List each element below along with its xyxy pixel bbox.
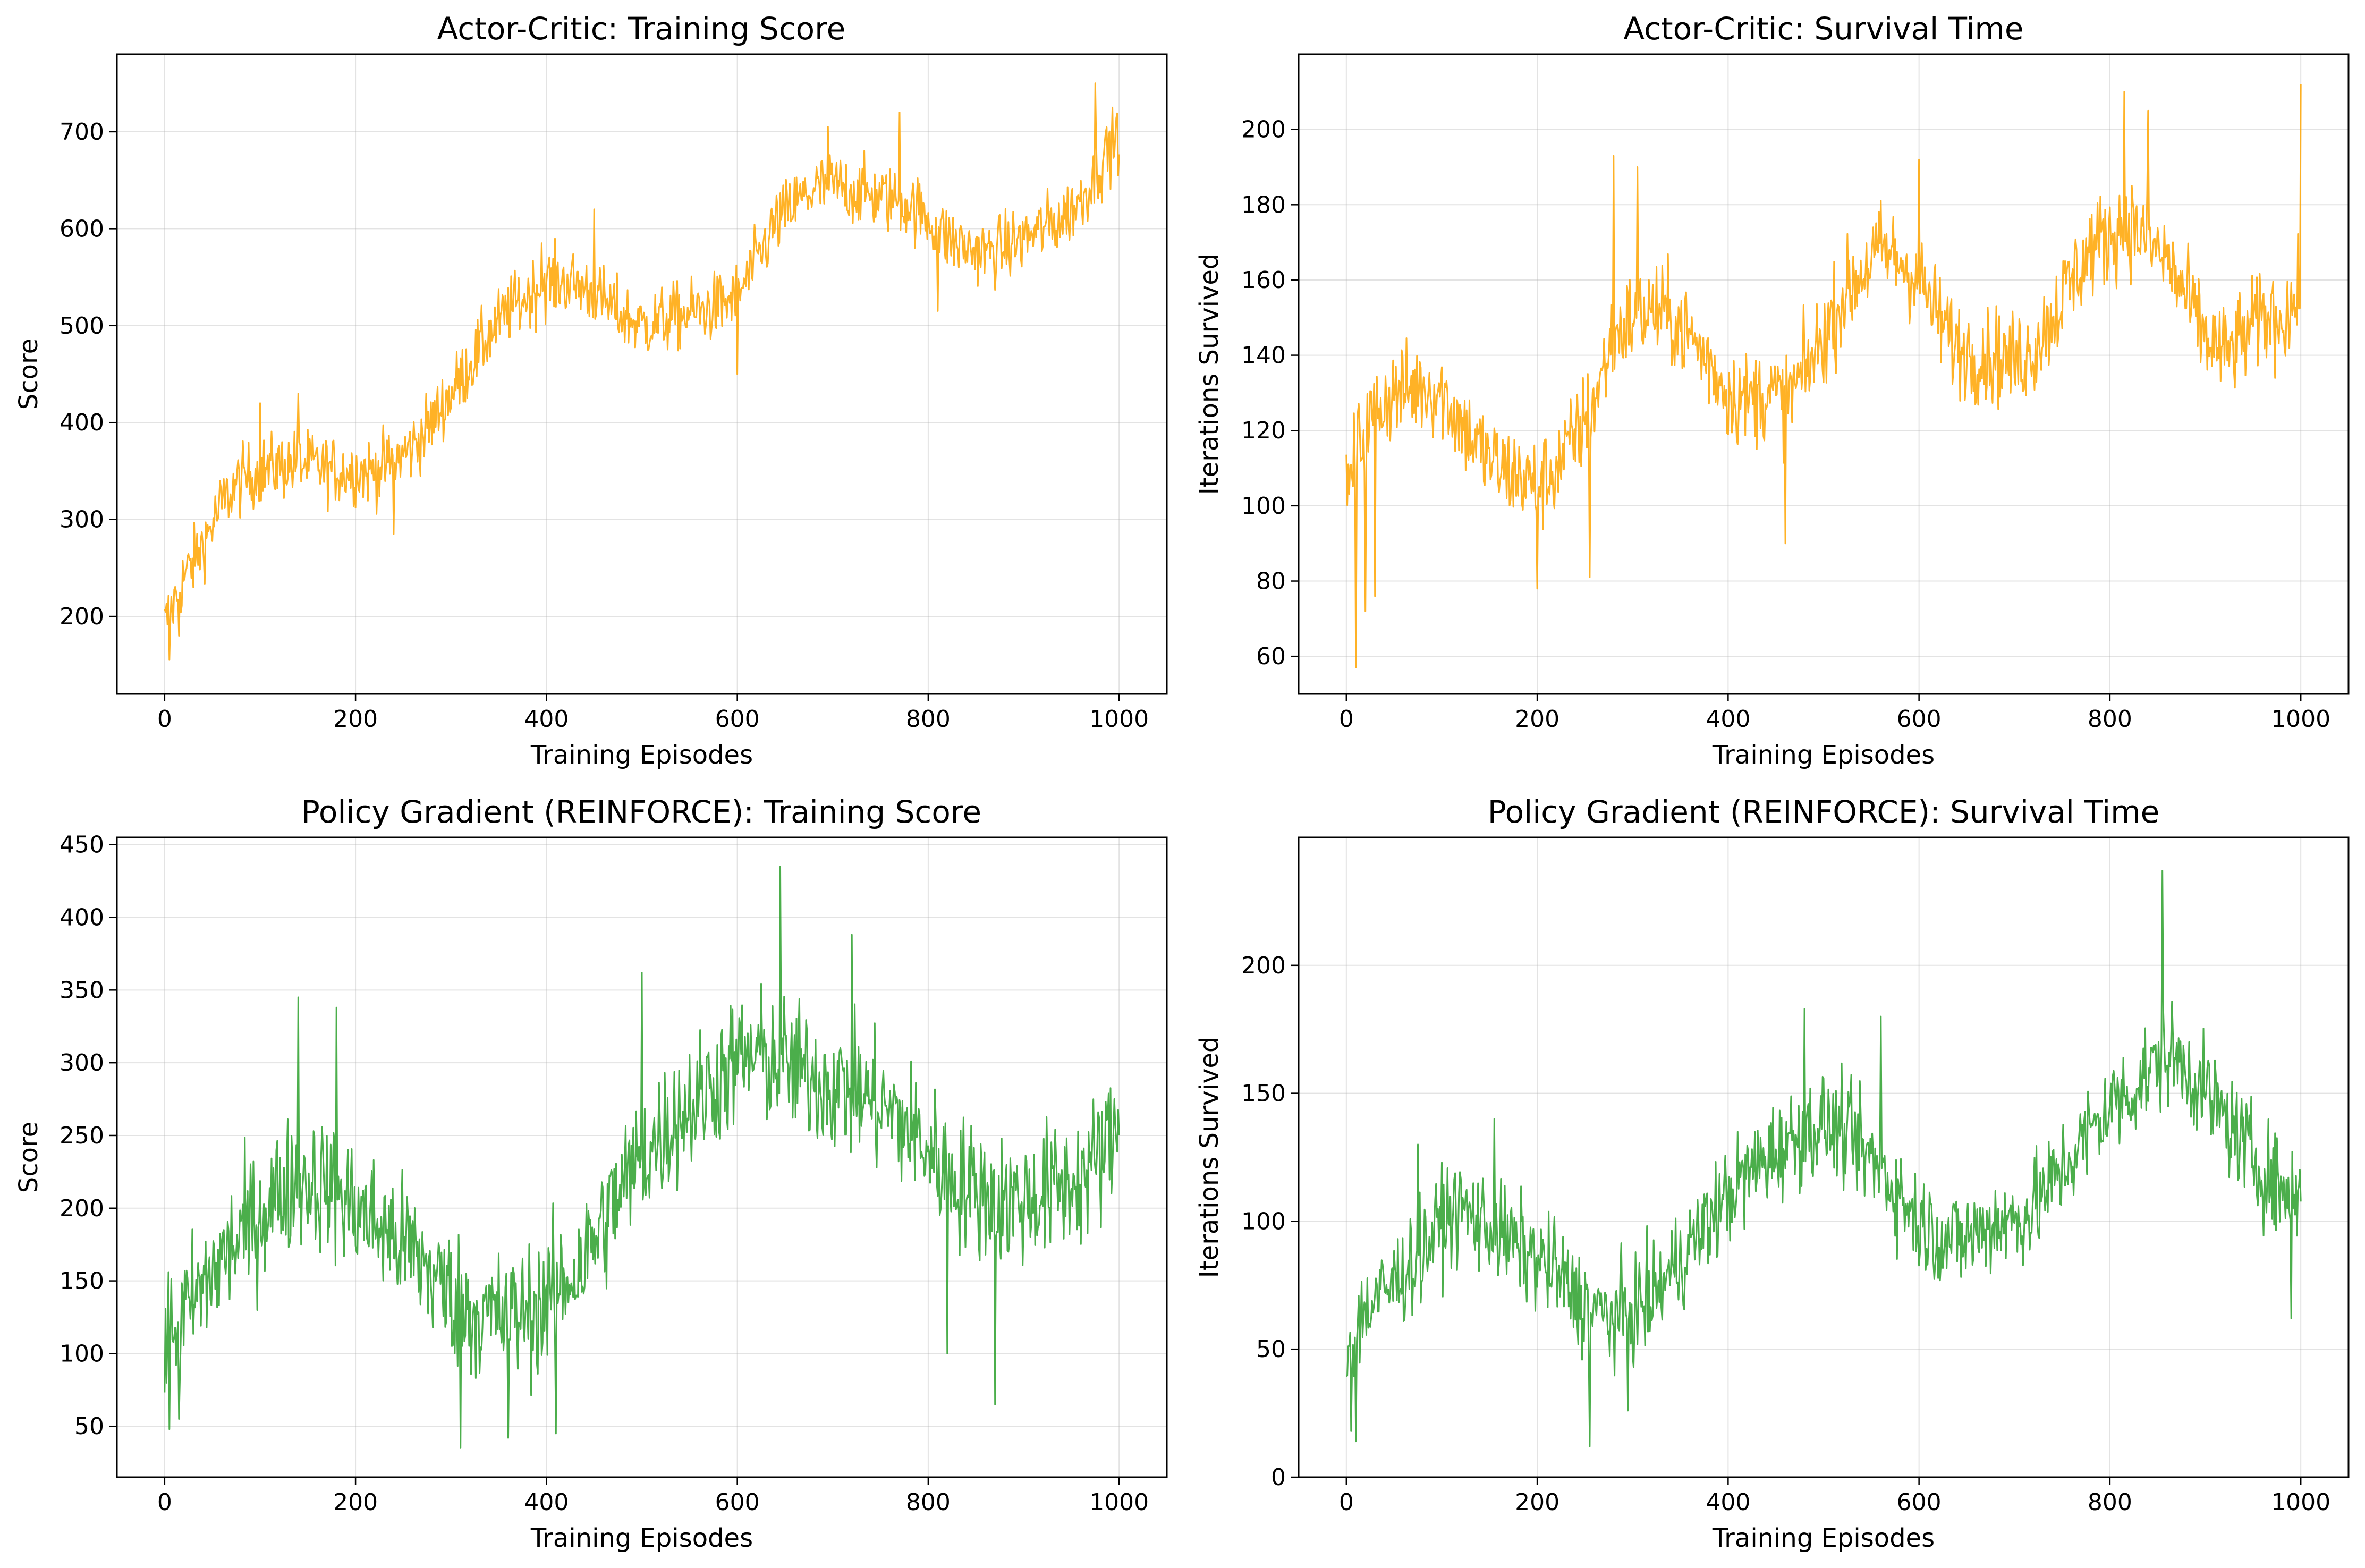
x-tick-label: 1000 bbox=[1089, 1489, 1149, 1516]
x-tick-label: 200 bbox=[1515, 706, 1559, 733]
y-tick-label: 200 bbox=[60, 1195, 104, 1222]
x-axis-label: Training Episodes bbox=[530, 1523, 753, 1553]
chart-title: Policy Gradient (REINFORCE): Training Sc… bbox=[301, 794, 981, 830]
chart-title: Actor-Critic: Training Score bbox=[437, 11, 846, 47]
series-line bbox=[1345, 870, 2302, 1447]
ticks: 0 200 400 600 800 1000 0 50 100 150 200 bbox=[1241, 952, 2330, 1516]
x-tick-label: 200 bbox=[333, 1489, 378, 1516]
y-tick-label: 60 bbox=[1256, 643, 1286, 670]
axes-frame bbox=[116, 53, 1168, 695]
y-axis-label: Iterations Survived bbox=[1194, 1037, 1224, 1278]
panel-actor-critic-survival: Actor-Critic: Survival Time 0 200 400 600 80… bbox=[1194, 11, 2350, 770]
y-tick-label: 400 bbox=[60, 904, 104, 931]
series-line-layer bbox=[1345, 870, 2302, 1447]
x-tick-label: 0 bbox=[1339, 706, 1354, 733]
panel-reinforce-survival: Policy Gradient (REINFORCE): Survival Ti… bbox=[1194, 794, 2350, 1553]
ticks: 0 200 400 600 800 1000 200 300 400 500 600 700 bbox=[60, 118, 1149, 733]
axes-frame bbox=[1298, 836, 2350, 1478]
y-tick-label: 200 bbox=[1241, 952, 1286, 979]
y-tick-label: 200 bbox=[60, 603, 104, 630]
x-tick-label: 800 bbox=[906, 1489, 951, 1516]
y-tick-label: 100 bbox=[1241, 1208, 1286, 1235]
x-tick-label: 800 bbox=[2088, 1489, 2132, 1516]
y-tick-label: 450 bbox=[60, 832, 104, 859]
grid bbox=[1299, 837, 2349, 1478]
y-tick-label: 0 bbox=[1271, 1464, 1286, 1491]
x-tick-label: 0 bbox=[1339, 1489, 1354, 1516]
y-tick-label: 160 bbox=[1241, 267, 1286, 294]
grid bbox=[1299, 54, 2349, 694]
y-tick-label: 140 bbox=[1241, 342, 1286, 369]
y-tick-label: 200 bbox=[1241, 116, 1286, 143]
y-tick-label: 700 bbox=[60, 118, 104, 146]
y-tick-label: 50 bbox=[74, 1413, 104, 1440]
x-tick-label: 800 bbox=[906, 706, 951, 733]
ticks: 0 200 400 600 800 1000 60 80 100 120 140 160 180 200 bbox=[1241, 116, 2330, 733]
x-axis-label: Training Episodes bbox=[530, 740, 753, 770]
series-line bbox=[164, 82, 1120, 661]
x-tick-label: 0 bbox=[157, 706, 172, 733]
y-tick-label: 100 bbox=[60, 1340, 104, 1367]
y-tick-label: 150 bbox=[60, 1268, 104, 1295]
y-tick-label: 250 bbox=[60, 1122, 104, 1149]
series-line bbox=[164, 866, 1120, 1449]
series-line-layer bbox=[164, 82, 1120, 661]
chart-title: Actor-Critic: Survival Time bbox=[1623, 11, 2023, 47]
x-tick-label: 200 bbox=[1515, 1489, 1559, 1516]
y-tick-label: 400 bbox=[60, 409, 104, 436]
y-axis-label: Score bbox=[14, 338, 44, 410]
y-axis-label: Iterations Survived bbox=[1194, 253, 1224, 495]
x-tick-label: 1000 bbox=[1089, 706, 1149, 733]
x-tick-label: 0 bbox=[157, 1489, 172, 1516]
axes-frame bbox=[1298, 53, 2350, 695]
y-tick-label: 600 bbox=[60, 215, 104, 242]
axes-frame bbox=[116, 836, 1168, 1478]
grid bbox=[117, 54, 1167, 694]
series-line-layer bbox=[1345, 84, 2302, 668]
x-tick-label: 600 bbox=[715, 706, 760, 733]
y-tick-label: 50 bbox=[1256, 1336, 1286, 1363]
x-tick-label: 1000 bbox=[2271, 1489, 2330, 1516]
panel-actor-critic-score: Actor-Critic: Training Score 0 200 400 600 8… bbox=[14, 11, 1168, 770]
x-tick-label: 600 bbox=[1897, 706, 1942, 733]
y-tick-label: 150 bbox=[1241, 1080, 1286, 1107]
x-tick-label: 600 bbox=[1897, 1489, 1942, 1516]
x-tick-label: 200 bbox=[333, 706, 378, 733]
y-tick-label: 180 bbox=[1241, 191, 1286, 218]
x-tick-label: 400 bbox=[524, 706, 569, 733]
x-tick-label: 1000 bbox=[2271, 706, 2330, 733]
x-tick-label: 400 bbox=[1706, 1489, 1750, 1516]
x-tick-label: 400 bbox=[1706, 706, 1750, 733]
series-line bbox=[1345, 84, 2302, 668]
y-tick-label: 300 bbox=[60, 506, 104, 533]
y-tick-label: 350 bbox=[60, 977, 104, 1004]
y-tick-label: 100 bbox=[1241, 493, 1286, 520]
ticks: 0 200 400 600 800 1000 50 100 150 200 250 300 350 400… bbox=[60, 832, 1149, 1516]
series-line-layer bbox=[164, 866, 1120, 1449]
y-tick-label: 80 bbox=[1256, 568, 1286, 595]
panel-reinforce-score: Policy Gradient (REINFORCE): Training Sc… bbox=[14, 794, 1168, 1553]
y-tick-label: 300 bbox=[60, 1049, 104, 1077]
x-axis-label: Training Episodes bbox=[1712, 740, 1935, 770]
y-tick-label: 500 bbox=[60, 312, 104, 340]
x-tick-label: 600 bbox=[715, 1489, 760, 1516]
chart-title: Policy Gradient (REINFORCE): Survival Ti… bbox=[1488, 794, 2160, 830]
y-tick-label: 120 bbox=[1241, 417, 1286, 444]
y-axis-label: Score bbox=[14, 1122, 44, 1193]
x-axis-label: Training Episodes bbox=[1712, 1523, 1935, 1553]
x-tick-label: 400 bbox=[524, 1489, 569, 1516]
x-tick-label: 800 bbox=[2088, 706, 2132, 733]
